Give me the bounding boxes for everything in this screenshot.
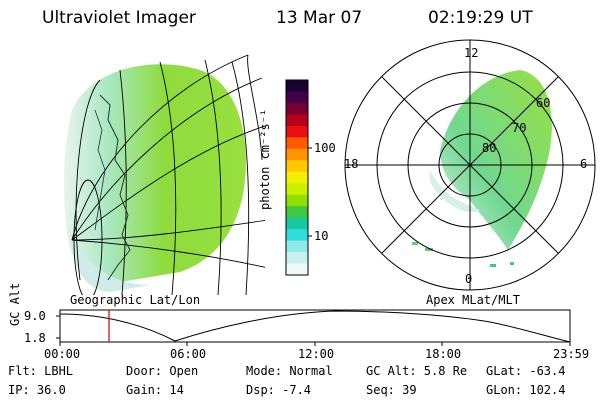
geo-grid-lines — [71, 54, 265, 295]
colorbar-segment — [286, 171, 308, 184]
info-dsp: Dsp: -7.4 — [246, 383, 312, 397]
timeline-ytick-low: 1.8 — [24, 331, 46, 345]
lat-label-70: 70 — [512, 121, 527, 135]
colorbar-segment — [286, 217, 308, 230]
info-flt: Flt: LBHL — [8, 364, 74, 378]
mlt-label-6: 6 — [580, 157, 588, 171]
lat-label-60: 60 — [536, 96, 551, 110]
colorbar-segment — [286, 229, 308, 242]
colorbar-segment — [286, 91, 308, 104]
info-ip: IP: 36.0 — [8, 383, 66, 397]
info-glat: GLat: -63.4 — [486, 364, 566, 378]
colorbar-segment — [286, 148, 308, 161]
coastline-contour — [99, 94, 131, 281]
time-label: 02:19:29 UT — [428, 8, 533, 28]
date-label: 13 Mar 07 — [276, 8, 363, 28]
colorbar-segment — [286, 263, 308, 276]
polar-grid — [344, 39, 596, 291]
colorbar-unit-label: photon cm⁻²s⁻¹ — [258, 108, 272, 210]
info-gain: Gain: 14 — [126, 383, 184, 397]
gc-alt-timeline — [56, 309, 571, 346]
polar-plot-panel — [344, 39, 596, 291]
info-glon: GLon: 102.4 — [486, 383, 566, 397]
timeline-xtick-4: 23:59 — [553, 347, 590, 361]
colorbar-segment — [286, 206, 308, 219]
info-seq: Seq: 39 — [366, 383, 417, 397]
colorbar — [285, 79, 312, 276]
aurora-emission-region — [63, 64, 246, 283]
info-gc-alt: GC Alt: 5.8 Re — [366, 364, 468, 378]
lat-label-80: 80 — [482, 141, 497, 155]
instrument-title: Ultraviolet Imager — [42, 8, 196, 28]
colorbar-segment — [286, 80, 308, 93]
polar-aurora-region — [440, 70, 552, 250]
colorbar-segment — [286, 125, 308, 138]
colorbar-segment — [286, 194, 308, 207]
timeline-frame — [59, 309, 571, 343]
colorbar-segment — [286, 114, 308, 127]
timeline-ylabel: GC Alt — [8, 282, 22, 326]
mlt-label-12: 12 — [464, 46, 479, 60]
gc-alt-curve — [59, 310, 571, 343]
colorbar-segment — [286, 252, 308, 265]
timeline-xtick-2: 12:00 — [298, 347, 335, 361]
geographic-image-panel — [63, 54, 265, 295]
timeline-xtick-1: 06:00 — [170, 347, 207, 361]
colorbar-stops — [286, 80, 308, 276]
colorbar-segment — [286, 240, 308, 253]
colorbar-segment — [286, 102, 308, 116]
geographic-caption: Geographic Lat/Lon — [70, 293, 201, 307]
colorbar-label-100: 100 — [314, 141, 336, 155]
apex-caption: Apex MLat/MLT — [426, 293, 520, 307]
colorbar-segment — [286, 137, 308, 150]
colorbar-label-10: 10 — [314, 229, 329, 243]
info-door: Door: Open — [126, 364, 199, 378]
info-mode: Mode: Normal — [246, 364, 333, 378]
timeline-ytick-high: 9.0 — [24, 309, 46, 323]
mlt-label-18: 18 — [344, 157, 359, 171]
colorbar-segment — [286, 183, 308, 196]
timeline-xtick-3: 18:00 — [425, 347, 462, 361]
colorbar-segment — [286, 160, 308, 173]
timeline-xtick-0: 00:00 — [44, 347, 81, 361]
mlt-label-0: 0 — [465, 272, 473, 286]
